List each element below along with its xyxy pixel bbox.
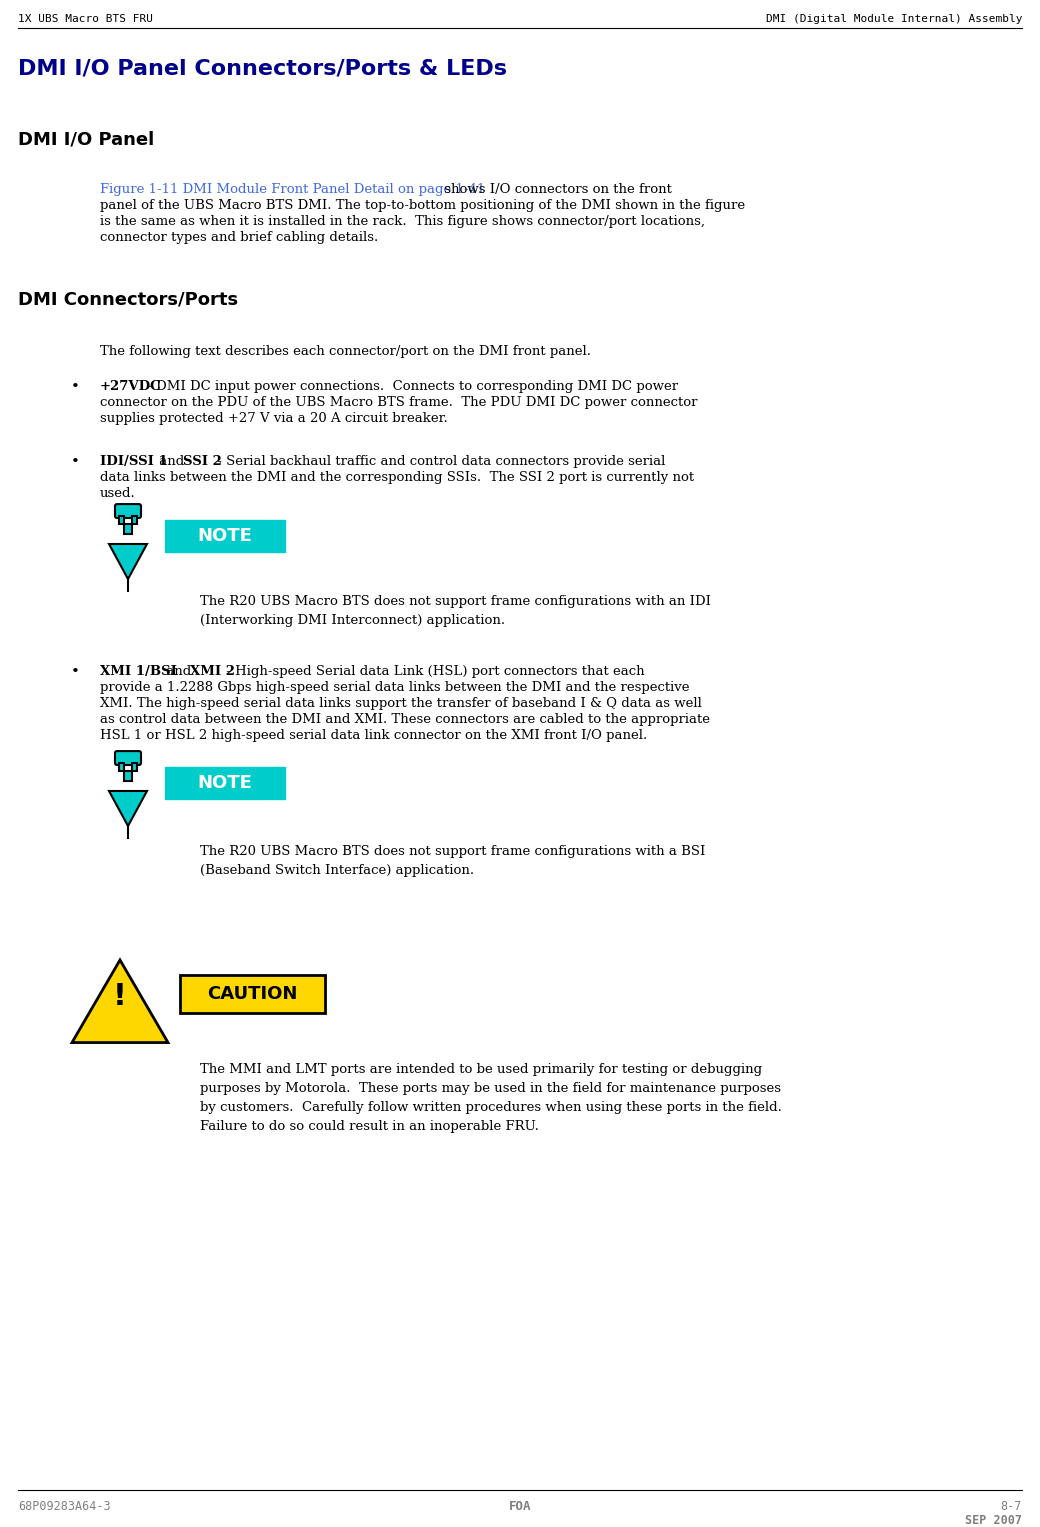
Text: •: •	[71, 380, 79, 394]
Text: NOTE: NOTE	[198, 774, 253, 793]
Text: panel of the UBS Macro BTS DMI. The top-to-bottom positioning of the DMI shown i: panel of the UBS Macro BTS DMI. The top-…	[100, 199, 745, 212]
Text: 1X UBS Macro BTS FRU: 1X UBS Macro BTS FRU	[18, 14, 153, 24]
Text: - Serial backhaul traffic and control data connectors provide serial: - Serial backhaul traffic and control da…	[213, 455, 666, 467]
Text: is the same as when it is installed in the rack.  This figure shows connector/po: is the same as when it is installed in t…	[100, 215, 705, 228]
Text: •: •	[71, 455, 79, 469]
FancyBboxPatch shape	[180, 976, 324, 1012]
FancyBboxPatch shape	[119, 516, 124, 524]
FancyBboxPatch shape	[165, 521, 285, 551]
Text: CAUTION: CAUTION	[207, 985, 297, 1003]
FancyBboxPatch shape	[132, 764, 137, 771]
Text: IDI/SSI 1: IDI/SSI 1	[100, 455, 167, 467]
Text: SEP 2007: SEP 2007	[965, 1513, 1022, 1527]
Text: - High-speed Serial data Link (HSL) port connectors that each: - High-speed Serial data Link (HSL) port…	[222, 664, 645, 678]
Text: The R20 UBS Macro BTS does not support frame configurations with an IDI
(Interwo: The R20 UBS Macro BTS does not support f…	[200, 596, 711, 628]
Text: as control data between the DMI and XMI. These connectors are cabled to the appr: as control data between the DMI and XMI.…	[100, 713, 710, 725]
Text: and: and	[155, 455, 188, 467]
Text: •: •	[71, 664, 79, 680]
Text: The MMI and LMT ports are intended to be used primarily for testing or debugging: The MMI and LMT ports are intended to be…	[200, 1063, 782, 1133]
FancyBboxPatch shape	[115, 504, 141, 518]
Text: used.: used.	[100, 487, 136, 499]
Text: connector on the PDU of the UBS Macro BTS frame.  The PDU DMI DC power connector: connector on the PDU of the UBS Macro BT…	[100, 395, 698, 409]
Text: DMI I/O Panel Connectors/Ports & LEDs: DMI I/O Panel Connectors/Ports & LEDs	[18, 58, 508, 78]
Text: !: !	[113, 982, 127, 1011]
Text: data links between the DMI and the corresponding SSIs.  The SSI 2 port is curren: data links between the DMI and the corre…	[100, 470, 694, 484]
Text: and: and	[162, 664, 196, 678]
Text: XMI 1/BSI: XMI 1/BSI	[100, 664, 177, 678]
FancyBboxPatch shape	[124, 524, 132, 534]
Text: SSI 2: SSI 2	[183, 455, 222, 467]
Text: DMI (Digital Module Internal) Assembly: DMI (Digital Module Internal) Assembly	[765, 14, 1022, 24]
Text: HSL 1 or HSL 2 high-speed serial data link connector on the XMI front I/O panel.: HSL 1 or HSL 2 high-speed serial data li…	[100, 728, 647, 742]
Text: The R20 UBS Macro BTS does not support frame configurations with a BSI
(Baseband: The R20 UBS Macro BTS does not support f…	[200, 844, 705, 876]
Text: connector types and brief cabling details.: connector types and brief cabling detail…	[100, 231, 379, 244]
Text: supplies protected +27 V via a 20 A circuit breaker.: supplies protected +27 V via a 20 A circ…	[100, 412, 448, 425]
Text: - DMI DC input power connections.  Connects to corresponding DMI DC power: - DMI DC input power connections. Connec…	[144, 380, 678, 392]
Polygon shape	[109, 791, 147, 826]
Text: FOA: FOA	[509, 1500, 531, 1513]
FancyBboxPatch shape	[132, 516, 137, 524]
FancyBboxPatch shape	[165, 767, 285, 799]
FancyBboxPatch shape	[119, 764, 124, 771]
Text: provide a 1.2288 Gbps high-speed serial data links between the DMI and the respe: provide a 1.2288 Gbps high-speed serial …	[100, 681, 690, 693]
Text: XMI. The high-speed serial data links support the transfer of baseband I & Q dat: XMI. The high-speed serial data links su…	[100, 696, 702, 710]
FancyBboxPatch shape	[124, 771, 132, 780]
Text: shows I/O connectors on the front: shows I/O connectors on the front	[440, 183, 672, 195]
Text: 8-7: 8-7	[1000, 1500, 1022, 1513]
Text: Figure 1-11 DMI Module Front Panel Detail on page 1-41: Figure 1-11 DMI Module Front Panel Detai…	[100, 183, 486, 195]
Text: DMI I/O Panel: DMI I/O Panel	[18, 130, 154, 148]
FancyBboxPatch shape	[115, 751, 141, 765]
Text: +27VDC: +27VDC	[100, 380, 161, 392]
Polygon shape	[109, 544, 147, 579]
Polygon shape	[72, 960, 168, 1043]
Text: DMI Connectors/Ports: DMI Connectors/Ports	[18, 290, 238, 308]
Text: The following text describes each connector/port on the DMI front panel.: The following text describes each connec…	[100, 345, 591, 357]
Text: XMI 2: XMI 2	[190, 664, 235, 678]
Text: 68P09283A64-3: 68P09283A64-3	[18, 1500, 110, 1513]
Text: NOTE: NOTE	[198, 527, 253, 545]
